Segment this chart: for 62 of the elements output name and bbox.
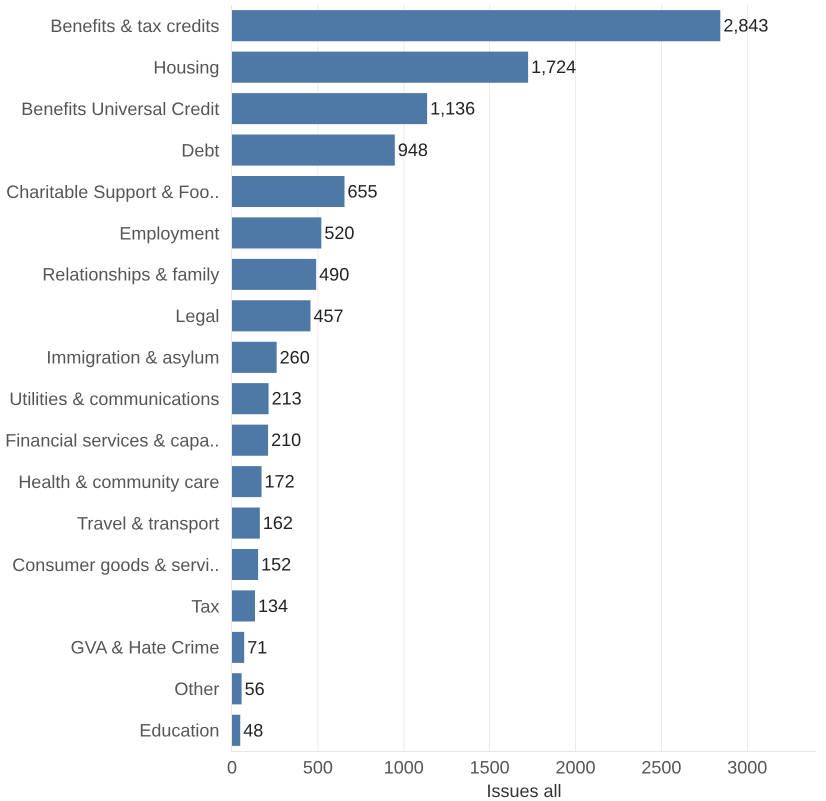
y-tick-label: Utilities & communications [9,389,220,410]
data-label: 655 [348,182,378,202]
y-tick-label: Consumer goods & servi.. [12,554,220,575]
data-label: 2,843 [723,16,768,36]
bar [232,300,310,332]
y-tick-label: Employment [119,223,220,244]
y-tick-label: Legal [175,306,220,326]
x-tick-label: 1500 [470,758,510,778]
data-label: 134 [258,596,288,616]
data-label: 71 [247,637,268,658]
data-label: 162 [262,513,293,534]
data-label: 948 [398,140,428,160]
data-label: 213 [272,388,302,409]
bar [232,548,258,580]
data-label: 457 [314,306,344,326]
data-label: 172 [264,472,295,492]
data-label: 490 [319,264,350,284]
y-tick-label: Benefits & tax credits [50,16,220,36]
bar [232,383,269,414]
y-tick-label: Relationships & family [42,264,220,285]
y-tick-label: Charitable Support & Foo.. [6,182,220,202]
data-label: 210 [271,430,302,450]
data-label: 520 [324,222,354,243]
bar [232,508,260,539]
bar [232,342,277,373]
x-tick-label: 1000 [384,758,424,778]
x-tick-label: 500 [302,758,333,778]
x-tick-label: 3000 [727,758,768,778]
bar [232,673,242,704]
data-label: 1,136 [430,98,476,119]
x-tick-label: 2500 [641,758,682,778]
y-tick-label: Debt [181,140,220,160]
bar [232,93,428,124]
bar [232,424,268,456]
data-label: 152 [261,554,292,574]
bar [232,217,322,248]
data-label: 260 [280,347,310,368]
y-tick-label: Financial services & capa.. [5,430,220,450]
x-tick-label: 2000 [556,758,596,778]
bar [232,714,240,746]
bar [232,590,256,622]
y-tick-label: GVA & Hate Crime [70,638,220,658]
y-tick-label: Benefits Universal Credit [21,98,220,119]
data-label: 56 [244,678,265,699]
bar [232,52,528,83]
y-tick-label: Other [174,679,220,700]
x-axis-title: Issues all [486,781,562,801]
y-tick-label: Immigration & asylum [46,348,220,368]
data-label: 1,724 [531,57,576,78]
y-tick-label: Housing [153,57,220,78]
bar [232,134,395,166]
y-tick-label: Tax [191,596,220,616]
bar [232,10,720,42]
x-tick-label: 0 [226,758,238,778]
data-label: 48 [243,720,264,740]
bar [232,632,244,663]
bar [232,176,345,208]
bar [232,466,262,498]
y-tick-label: Health & community care [18,472,220,492]
bar [232,258,316,290]
y-tick-label: Travel & transport [77,513,220,534]
y-tick-label: Education [139,720,220,741]
